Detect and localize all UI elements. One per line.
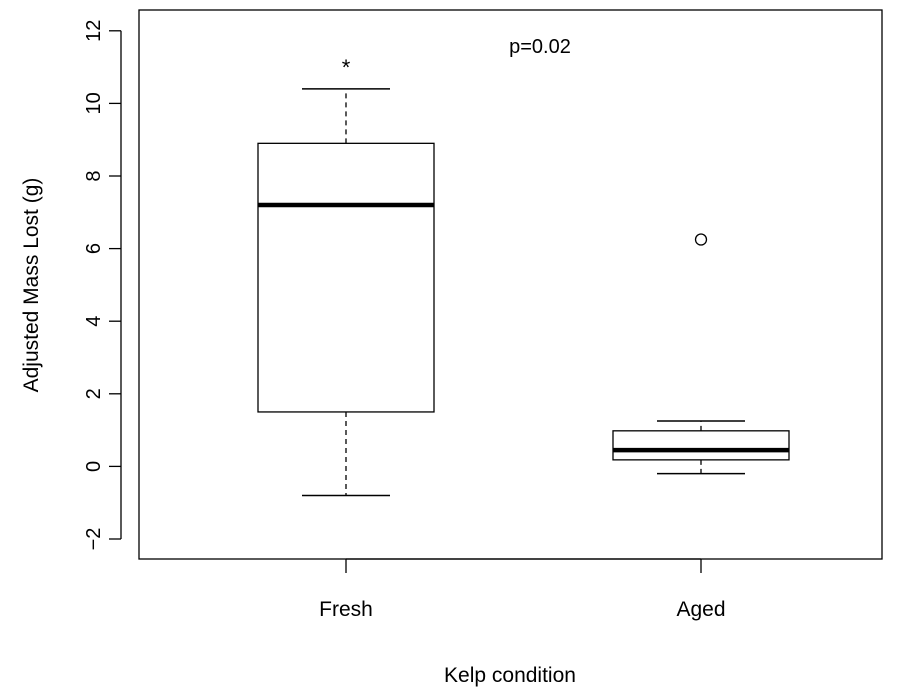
box-aged (612, 233, 790, 475)
y-tick-label: 8 (83, 170, 105, 181)
y-axis-title: Adjusted Mass Lost (g) (20, 178, 43, 393)
iqr-box (257, 142, 435, 413)
box-series: * (257, 55, 790, 497)
plot-frame (138, 9, 883, 560)
x-axis: Fresh Aged (319, 558, 726, 621)
y-axis: −2 0 2 4 6 8 10 12 (83, 20, 122, 551)
significance-marker: * (342, 55, 351, 80)
y-tick-label: 2 (83, 388, 105, 399)
x-tick-label: Aged (676, 598, 725, 621)
x-axis-title: Kelp condition (444, 664, 576, 687)
iqr-box (612, 430, 790, 461)
y-tick-label: 4 (83, 316, 105, 327)
p-value-annotation: p=0.02 (509, 36, 571, 58)
y-tick-label: 0 (83, 461, 105, 472)
y-tick-label: 12 (83, 20, 105, 42)
outlier-point (694, 233, 708, 246)
y-tick-label: −2 (83, 528, 105, 551)
y-tick-label: 10 (83, 92, 105, 114)
y-tick-label: 6 (83, 243, 105, 254)
box-fresh: * (257, 55, 435, 497)
x-tick-label: Fresh (319, 598, 373, 621)
